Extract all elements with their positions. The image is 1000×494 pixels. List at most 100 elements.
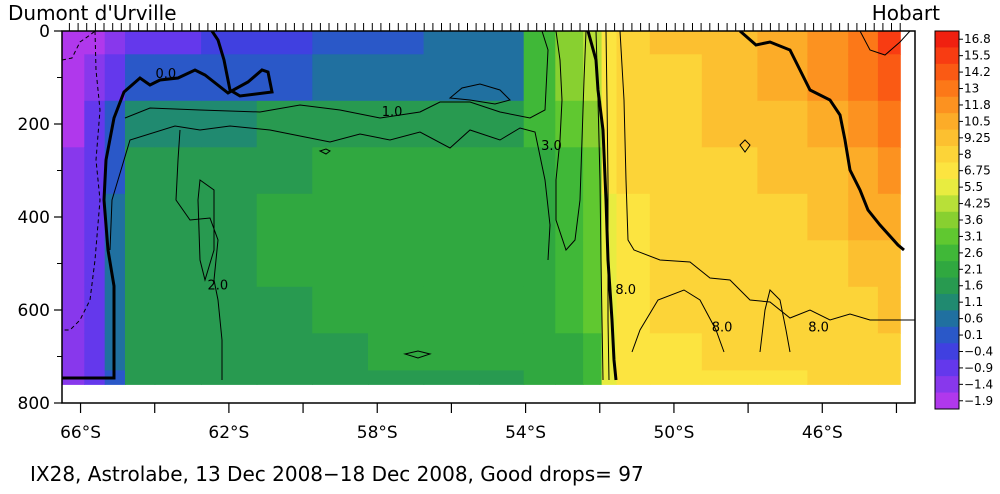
colorbar-swatch <box>935 113 959 130</box>
drop-tick-marks <box>68 23 901 31</box>
field-cell <box>807 147 849 195</box>
contour-twelve-thick <box>739 31 905 252</box>
colorbar-swatch <box>935 80 959 98</box>
field-cell <box>555 370 584 385</box>
left-station-label: Dumont d'Urville <box>8 1 177 25</box>
colorbar-swatch <box>935 228 959 246</box>
field-cell <box>423 370 480 385</box>
field-cell <box>523 333 556 372</box>
contour-label: 8.0 <box>615 283 636 298</box>
field-cell <box>84 54 106 102</box>
field-cell <box>583 333 603 372</box>
field-cell <box>154 100 202 148</box>
field-cell <box>649 193 703 241</box>
colorbar-swatch <box>935 178 959 196</box>
colorbar-label: 3.6 <box>964 213 983 227</box>
field-cell <box>368 100 425 148</box>
contour-label: 1.0 <box>382 105 403 120</box>
chart-title: IX28, Astrolabe, 13 Dec 2008−18 Dec 2008… <box>30 462 644 486</box>
field-cell <box>125 193 156 241</box>
field-cell <box>848 240 879 288</box>
x-tick-label: 66°S <box>60 423 101 443</box>
field-cell <box>757 147 809 195</box>
colorbar-swatch <box>935 162 959 180</box>
field-cell <box>701 31 758 55</box>
field-cell <box>84 333 106 372</box>
colorbar-label: 3.1 <box>964 229 983 243</box>
temperature-field <box>62 31 915 403</box>
colorbar-swatch <box>935 261 959 278</box>
field-cell <box>616 370 651 385</box>
field-cell <box>701 54 758 102</box>
colorbar-swatch <box>935 146 959 163</box>
field-cell <box>757 193 809 241</box>
contour-eight-d <box>759 289 791 353</box>
y-tick-label: 800 <box>18 394 50 414</box>
contour-label: 8.0 <box>712 320 733 335</box>
field-cell <box>368 370 425 385</box>
field-cell <box>616 286 651 334</box>
field-cell <box>555 54 584 102</box>
field-cell <box>877 147 901 195</box>
field-cell <box>62 240 85 288</box>
field-cell <box>555 286 584 334</box>
field-cell <box>848 31 879 55</box>
field-cell <box>104 54 126 102</box>
field-cell <box>125 240 156 288</box>
colorbar-label: 11.8 <box>964 98 991 112</box>
field-cell <box>423 100 480 148</box>
x-tick-label: 54°S <box>505 423 546 443</box>
field-cell <box>312 147 369 195</box>
colorbar-swatch <box>935 359 959 377</box>
field-cell <box>877 370 901 385</box>
field-cell <box>701 147 758 195</box>
field-cell <box>523 31 556 55</box>
contour-label: 8.0 <box>808 320 829 335</box>
field-cell <box>312 240 369 288</box>
field-cell <box>616 31 651 55</box>
colorbar-label: 1.1 <box>964 295 983 309</box>
field-cell <box>649 147 703 195</box>
field-cell <box>649 100 703 148</box>
field-cell <box>701 333 758 372</box>
contour-small-4 <box>448 83 511 105</box>
contour-label: 2.0 <box>207 278 228 293</box>
field-cell <box>368 193 425 241</box>
x-tick-label: 62°S <box>208 423 249 443</box>
field-cell <box>701 370 758 385</box>
contour-fourteen <box>859 31 911 56</box>
field-cell <box>256 31 313 55</box>
field-cell <box>807 240 849 288</box>
field-cell <box>62 333 85 372</box>
field-cell <box>104 100 126 148</box>
field-cell <box>601 31 617 55</box>
field-cell <box>807 286 849 334</box>
field-cell <box>523 193 556 241</box>
field-cell <box>757 54 809 102</box>
field-cell <box>201 147 258 195</box>
contour-small-3 <box>739 139 751 153</box>
field-cell <box>877 100 901 148</box>
field-cell <box>807 333 849 372</box>
field-cell <box>877 333 901 372</box>
field-cell <box>848 370 879 385</box>
field-cell <box>479 54 525 102</box>
y-axis: 0 200 400 600 800 <box>18 22 62 414</box>
field-cell <box>479 333 525 372</box>
contour-labels: 0.0 1.0 3.0 2.0 8.0 8.0 8.0 <box>155 67 829 335</box>
field-cell <box>62 286 85 334</box>
contour-zero-thick <box>62 31 274 380</box>
colorbar-label: −0.9 <box>964 361 993 375</box>
field-cell <box>368 31 425 55</box>
field-cell <box>848 147 879 195</box>
field-cell <box>583 370 603 385</box>
field-cell <box>104 31 126 55</box>
colorbar-swatch <box>935 63 959 81</box>
contour-dashed-b <box>62 31 96 61</box>
field-cell <box>757 100 809 148</box>
field-cell <box>201 240 258 288</box>
field-cell <box>523 240 556 288</box>
field-cell <box>62 193 85 241</box>
field-cell <box>368 286 425 334</box>
